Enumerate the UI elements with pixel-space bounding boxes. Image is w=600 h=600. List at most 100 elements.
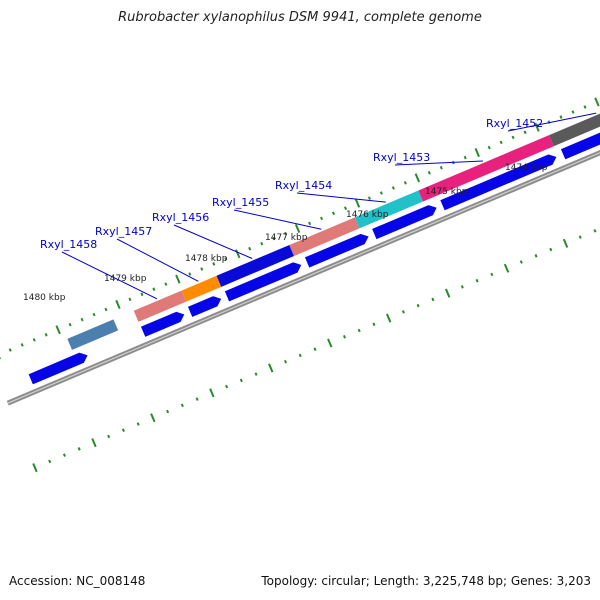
inner-tick xyxy=(166,409,170,414)
inner-tick xyxy=(121,428,125,432)
outer-tick xyxy=(80,317,84,322)
gene-bar xyxy=(181,275,222,302)
inner-tick xyxy=(107,434,111,439)
outer-tick xyxy=(140,292,144,297)
outer-tick xyxy=(284,231,288,236)
kbp-label: 1478 kbp xyxy=(185,254,228,264)
gene-bar xyxy=(133,290,187,322)
inner-tick xyxy=(519,260,523,264)
gene-bar xyxy=(289,217,360,257)
gene-leader-line xyxy=(173,224,253,259)
outer-tick xyxy=(115,299,121,309)
outer-tick xyxy=(235,249,241,259)
cds-arrow xyxy=(186,295,223,319)
gene-leader-line xyxy=(61,251,158,300)
outer-tick xyxy=(188,272,192,276)
outer-tick xyxy=(427,171,431,175)
inner-tick xyxy=(195,397,199,401)
gene-bar xyxy=(418,135,554,202)
outer-tick xyxy=(343,206,348,210)
edge-gene-bar xyxy=(67,319,119,350)
gene-label-layer: Rxyl_1452 Rxyl_1453 Rxyl_1454 Rxyl_1455 Rxyl… xyxy=(40,112,597,300)
inner-tick xyxy=(549,247,553,252)
gene-label: Rxyl_1457 xyxy=(95,225,152,238)
outer-tick xyxy=(583,105,587,109)
outer-tick xyxy=(8,348,12,352)
outer-tick xyxy=(439,165,443,170)
outer-tick xyxy=(224,257,228,261)
cds-arrow xyxy=(139,310,186,339)
inner-tick xyxy=(268,363,274,373)
inner-tick xyxy=(503,263,510,273)
outer-tick xyxy=(272,236,276,241)
inner-tick xyxy=(385,313,392,323)
gene-leader-line xyxy=(296,192,386,203)
gene-leader-line xyxy=(394,160,483,166)
inner-tick xyxy=(209,388,215,398)
outer-tick xyxy=(20,343,24,347)
inner-tick xyxy=(77,447,81,451)
cds-arrow xyxy=(303,232,371,269)
inner-tick xyxy=(48,459,52,464)
outer-tick-track xyxy=(0,97,600,360)
outer-tick xyxy=(260,241,264,246)
inner-tick xyxy=(416,303,420,308)
gene-label: Rxyl_1453 xyxy=(373,151,430,164)
outer-tick xyxy=(92,312,96,317)
inner-tick xyxy=(180,403,184,408)
gene-leader-line xyxy=(233,209,322,230)
outer-tick xyxy=(128,297,132,302)
outer-tick xyxy=(534,122,540,132)
outer-tick xyxy=(248,246,252,251)
inner-tick xyxy=(490,272,494,277)
cds-arrow xyxy=(223,261,303,303)
inner-tick xyxy=(239,378,243,383)
outer-tick xyxy=(571,110,575,114)
kbp-label: 1477 kbp xyxy=(265,233,308,243)
outer-tick xyxy=(474,148,480,158)
outer-tick xyxy=(487,145,491,150)
outer-tick xyxy=(499,140,503,145)
map-title: Rubrobacter xylanophilus DSM 9941, compl… xyxy=(118,10,482,25)
kbp-label: 1474 kbp xyxy=(505,163,548,173)
outer-tick xyxy=(391,186,395,190)
outer-tick xyxy=(308,221,312,226)
inner-tick xyxy=(283,359,288,364)
inner-tick xyxy=(357,328,361,333)
gene-label: Rxyl_1454 xyxy=(275,179,332,192)
outer-tick xyxy=(212,262,216,266)
genome-stats-text: Topology: circular; Length: 3,225,748 bp… xyxy=(261,574,591,588)
inner-tick xyxy=(342,335,347,339)
kbp-label: 1476 kbp xyxy=(346,210,389,220)
inner-tick xyxy=(62,453,66,457)
gene-label: Rxyl_1455 xyxy=(212,196,269,209)
outer-tick xyxy=(104,307,108,312)
outer-tick xyxy=(559,115,563,119)
gene-feature-track xyxy=(67,113,600,350)
outer-tick xyxy=(379,191,383,195)
kbp-label: 1480 kbp xyxy=(23,293,66,303)
kbp-label-layer: 1474 kbp 1475 kbp 1476 kbp 1477 kbp 1478 kbp… xyxy=(23,163,548,303)
gene-leader-line xyxy=(116,238,199,282)
outer-tick xyxy=(294,223,301,233)
gene-bar xyxy=(354,190,424,229)
inner-tick xyxy=(327,338,333,348)
outer-tick xyxy=(164,282,168,286)
inner-tick xyxy=(150,413,156,423)
inner-tick xyxy=(136,422,140,426)
gene-label: Rxyl_1452 xyxy=(486,117,543,130)
kbp-label: 1479 kbp xyxy=(104,274,147,284)
inner-tick xyxy=(254,372,258,376)
outer-tick xyxy=(320,216,324,221)
outer-tick xyxy=(594,97,600,107)
gene-label: Rxyl_1458 xyxy=(40,238,97,251)
inner-tick xyxy=(298,353,302,358)
outer-tick xyxy=(175,274,181,284)
gene-bar xyxy=(549,113,600,147)
outer-tick xyxy=(32,338,36,342)
inner-tick xyxy=(562,238,569,248)
backbone-highlight xyxy=(7,152,600,404)
gene-leader-line xyxy=(507,112,597,132)
inner-tick xyxy=(313,347,317,351)
